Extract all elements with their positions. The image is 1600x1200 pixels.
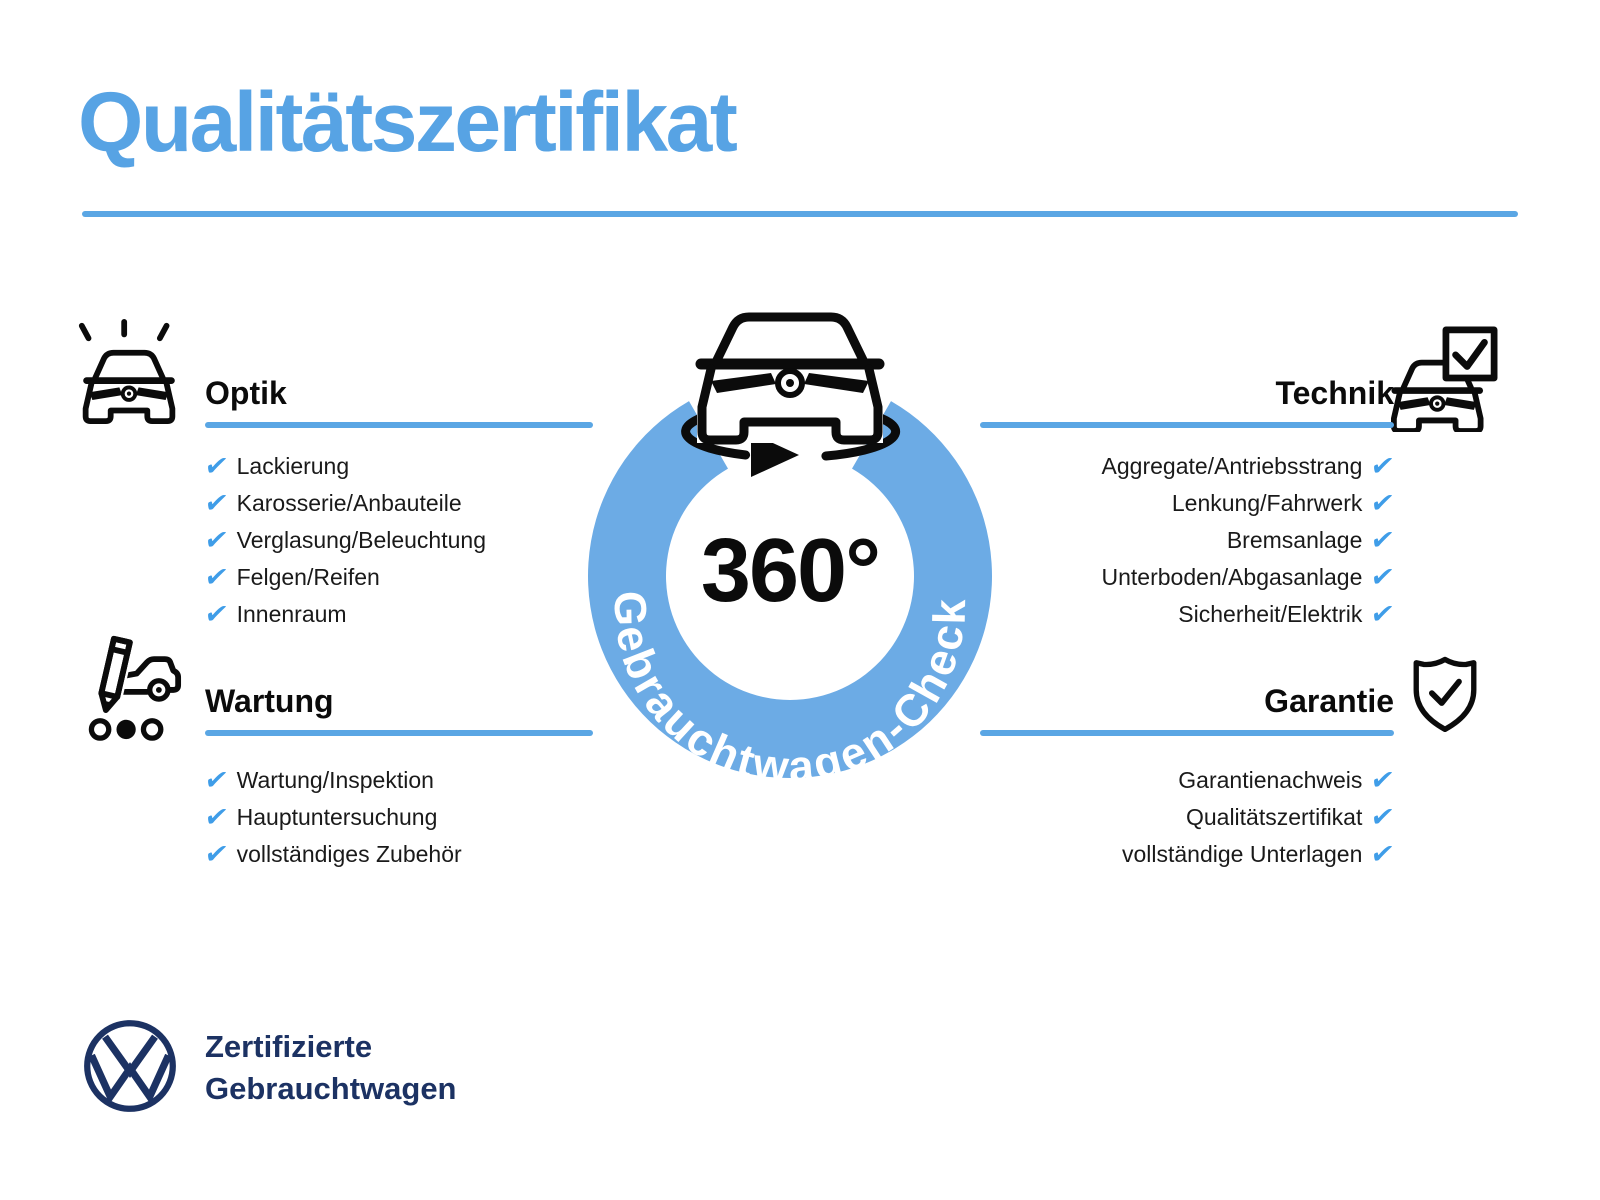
section-technik-divider [980, 422, 1394, 428]
title-divider [82, 211, 1518, 217]
item-label: Karosserie/Anbauteile [236, 490, 462, 516]
check-icon: ✔ [202, 599, 231, 630]
service-record-icon [88, 634, 182, 741]
checklist-item: ✔ Hauptuntersuchung [202, 799, 593, 836]
brand-line-1: Zertifizierte [205, 1029, 373, 1064]
check-icon: ✔ [1368, 839, 1397, 870]
checklist-item: vollständige Unterlagen ✔ [980, 836, 1397, 873]
section-wartung-list: ✔ Wartung/Inspektion ✔ Hauptuntersuchung ✔… [202, 762, 593, 873]
section-technik-list: Aggregate/Antriebsstrang ✔ Lenkung/Fahrwe… [980, 448, 1397, 633]
section-technik: Technik Aggregate/Antriebsstrang ✔ Lenkun… [980, 375, 1397, 633]
checklist-item: ✔ vollständiges Zubehör [202, 836, 593, 873]
section-wartung-heading: Wartung [205, 683, 334, 719]
checklist-item: ✔ Lackierung [202, 448, 593, 485]
checklist-item: Aggregate/Antriebsstrang ✔ [980, 448, 1397, 485]
section-wartung-divider [205, 730, 593, 736]
checklist-item: ✔ Wartung/Inspektion [202, 762, 593, 799]
section-optik-list: ✔ Lackierung ✔ Karosserie/Anbauteile ✔ Verg… [202, 448, 593, 633]
degree-label: 360° [701, 521, 879, 621]
item-label: Aggregate/Antriebsstrang [1101, 453, 1363, 479]
check-icon: ✔ [202, 488, 231, 519]
page-title: Qualitätszertifikat [78, 75, 738, 169]
check-icon: ✔ [1368, 599, 1397, 630]
car-front-shine-icon [78, 319, 176, 425]
check-icon: ✔ [202, 839, 231, 870]
check-icon: ✔ [202, 451, 231, 482]
check-icon: ✔ [1368, 562, 1397, 593]
checklist-item: Sicherheit/Elektrik ✔ [980, 596, 1397, 633]
section-wartung: Wartung ✔ Wartung/Inspektion ✔ Hauptunters… [202, 683, 593, 873]
item-label: Unterboden/Abgasanlage [1101, 564, 1363, 590]
item-label: vollständiges Zubehör [236, 841, 462, 867]
section-optik-heading: Optik [205, 375, 287, 411]
section-garantie: Garantie Garantienachweis ✔ Qualitätszert… [980, 683, 1397, 873]
item-label: Qualitätszertifikat [1185, 804, 1363, 830]
item-label: Lenkung/Fahrwerk [1171, 490, 1363, 516]
brand-line-2: Gebrauchtwagen [205, 1071, 457, 1106]
vw-logo [84, 1020, 176, 1112]
checklist-item: Garantienachweis ✔ [980, 762, 1397, 799]
check-icon: ✔ [1368, 765, 1397, 796]
checklist-item: ✔ Innenraum [202, 596, 593, 633]
item-label: Bremsanlage [1226, 527, 1363, 553]
check-icon: ✔ [202, 802, 231, 833]
section-garantie-list: Garantienachweis ✔ Qualitätszertifikat ✔ v… [980, 762, 1397, 873]
item-label: Innenraum [236, 601, 347, 627]
ring-shape [588, 401, 992, 779]
item-label: Wartung/Inspektion [236, 767, 434, 793]
check-icon: ✔ [1368, 802, 1397, 833]
item-label: vollständige Unterlagen [1121, 841, 1363, 867]
check-icon: ✔ [1368, 525, 1397, 556]
check-icon: ✔ [1368, 488, 1397, 519]
section-optik-divider [205, 422, 593, 428]
car-front-rotation-icon [681, 312, 901, 477]
section-garantie-divider [980, 730, 1394, 736]
section-optik: Optik ✔ Lackierung ✔ Karosserie/Anbauteile… [202, 375, 593, 633]
item-label: Hauptuntersuchung [236, 804, 438, 830]
section-garantie-heading: Garantie [1264, 683, 1394, 719]
badge-360-check: Gebrauchtwagen-Check 360° [588, 312, 992, 793]
check-icon: ✔ [202, 765, 231, 796]
checklist-item: Bremsanlage ✔ [980, 522, 1397, 559]
item-label: Felgen/Reifen [236, 564, 380, 590]
shield-check-icon [1413, 656, 1477, 733]
checklist-item: Qualitätszertifikat ✔ [980, 799, 1397, 836]
item-label: Sicherheit/Elektrik [1178, 601, 1363, 627]
brand-name: Zertifizierte Gebrauchtwagen [205, 1026, 457, 1110]
item-label: Lackierung [236, 453, 350, 479]
check-icon: ✔ [1368, 451, 1397, 482]
car-checkbox-icon [1391, 326, 1498, 432]
item-label: Garantienachweis [1178, 767, 1363, 793]
checklist-item: ✔ Verglasung/Beleuchtung [202, 522, 593, 559]
checklist-item: Lenkung/Fahrwerk ✔ [980, 485, 1397, 522]
checklist-item: Unterboden/Abgasanlage ✔ [980, 559, 1397, 596]
section-technik-heading: Technik [1275, 375, 1394, 411]
item-label: Verglasung/Beleuchtung [236, 527, 486, 553]
check-icon: ✔ [202, 525, 231, 556]
checklist-item: ✔ Karosserie/Anbauteile [202, 485, 593, 522]
check-icon: ✔ [202, 562, 231, 593]
checklist-item: ✔ Felgen/Reifen [202, 559, 593, 596]
